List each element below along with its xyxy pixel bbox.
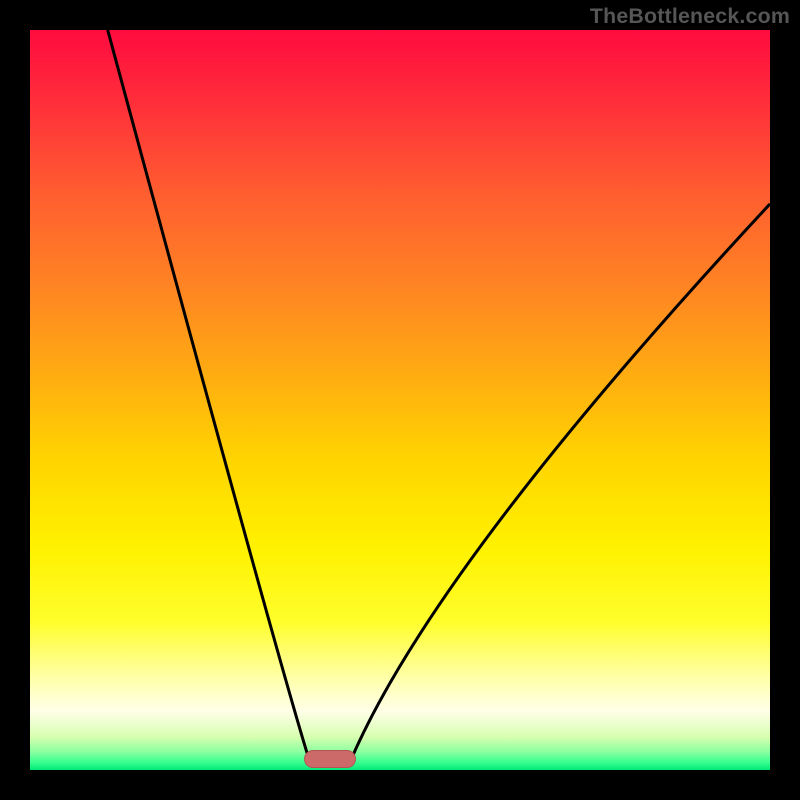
optimum-marker — [304, 750, 356, 768]
plot-area — [30, 30, 770, 770]
watermark-text: TheBottleneck.com — [590, 4, 790, 29]
chart-frame: TheBottleneck.com — [0, 0, 800, 800]
curve-left-branch — [108, 30, 312, 766]
curve-right-branch — [348, 204, 770, 766]
bottleneck-curve — [30, 30, 770, 770]
